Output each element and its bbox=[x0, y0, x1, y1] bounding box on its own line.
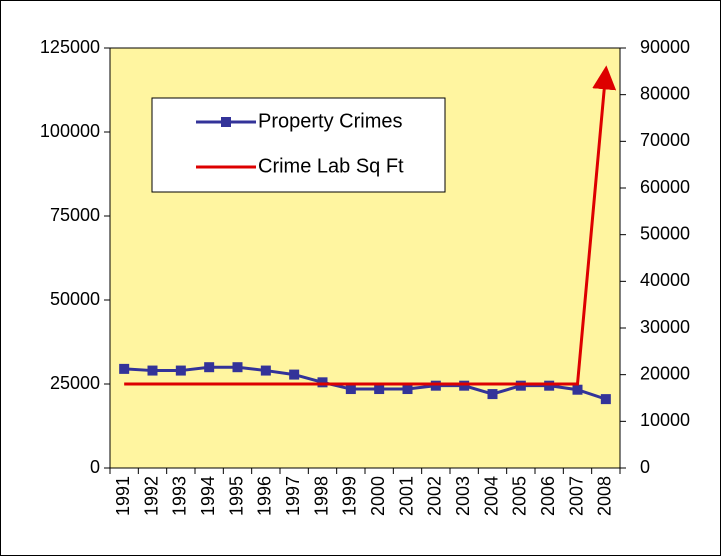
legend-box bbox=[151, 97, 446, 193]
series-marker bbox=[600, 394, 611, 405]
x-tick-label: 1998 bbox=[311, 476, 331, 516]
x-tick-label: 1999 bbox=[340, 476, 360, 516]
x-tick-label: 1994 bbox=[198, 476, 218, 516]
x-tick-label: 1992 bbox=[141, 476, 161, 516]
legend-label: Crime Lab Sq Ft bbox=[258, 155, 404, 177]
series-marker bbox=[119, 363, 130, 374]
y2-tick-label: 40000 bbox=[640, 270, 690, 290]
x-tick-label: 2001 bbox=[396, 476, 416, 516]
y-tick-label: 50000 bbox=[50, 289, 100, 309]
x-tick-label: 1996 bbox=[255, 476, 275, 516]
x-tick-label: 1993 bbox=[170, 476, 190, 516]
x-tick-label: 2003 bbox=[453, 476, 473, 516]
y-tick-label: 100000 bbox=[40, 121, 100, 141]
y2-tick-label: 20000 bbox=[640, 363, 690, 383]
series-marker bbox=[232, 362, 243, 373]
series-marker bbox=[572, 384, 583, 395]
x-tick-label: 2007 bbox=[566, 476, 586, 516]
y2-tick-label: 0 bbox=[640, 457, 650, 477]
x-tick-label: 2006 bbox=[538, 476, 558, 516]
series-marker bbox=[175, 365, 186, 376]
y2-tick-label: 50000 bbox=[640, 223, 690, 243]
series-marker bbox=[345, 384, 356, 395]
y-tick-label: 0 bbox=[90, 457, 100, 477]
y2-tick-label: 70000 bbox=[640, 130, 690, 150]
series-marker bbox=[402, 384, 413, 395]
x-tick-label: 1991 bbox=[113, 476, 133, 516]
x-tick-label: 1997 bbox=[283, 476, 303, 516]
x-tick-label: 1995 bbox=[226, 476, 246, 516]
series-marker bbox=[515, 380, 526, 391]
series-marker bbox=[317, 377, 328, 388]
series-marker bbox=[204, 362, 215, 373]
series-marker bbox=[260, 365, 271, 376]
y2-tick-label: 10000 bbox=[640, 410, 690, 430]
x-tick-label: 2002 bbox=[425, 476, 445, 516]
x-tick-label: 2004 bbox=[481, 476, 501, 516]
y-tick-label: 125000 bbox=[40, 37, 100, 57]
y-tick-label: 75000 bbox=[50, 205, 100, 225]
x-tick-label: 2005 bbox=[510, 476, 530, 516]
x-tick-label: 2008 bbox=[595, 476, 615, 516]
y-tick-label: 25000 bbox=[50, 373, 100, 393]
series-marker bbox=[544, 380, 555, 391]
y2-tick-label: 30000 bbox=[640, 317, 690, 337]
series-marker bbox=[459, 380, 470, 391]
series-marker bbox=[147, 365, 158, 376]
y2-tick-label: 60000 bbox=[640, 177, 690, 197]
series-marker bbox=[374, 384, 385, 395]
y2-tick-label: 90000 bbox=[640, 37, 690, 57]
legend-marker bbox=[221, 117, 231, 127]
y2-tick-label: 80000 bbox=[640, 83, 690, 103]
series-marker bbox=[487, 389, 498, 400]
legend-label: Property Crimes bbox=[258, 110, 402, 132]
series-marker bbox=[430, 380, 441, 391]
series-marker bbox=[289, 369, 300, 380]
series-line bbox=[124, 65, 617, 386]
x-tick-label: 2000 bbox=[368, 476, 388, 516]
